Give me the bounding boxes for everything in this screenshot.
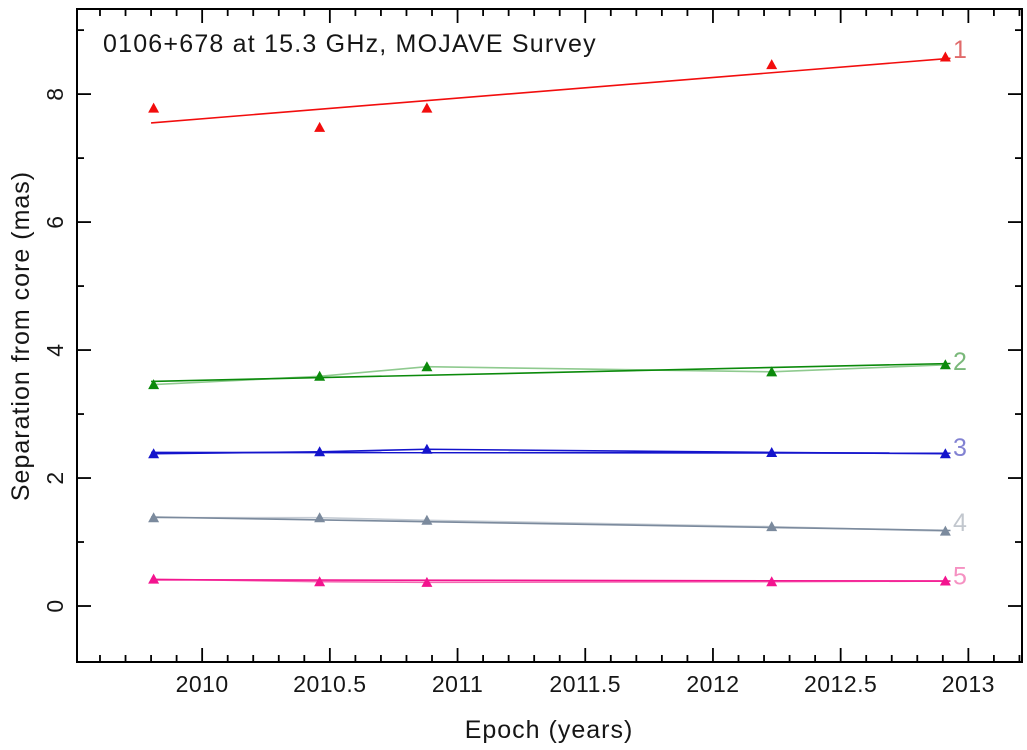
y-axis-label: Separation from core (mas) xyxy=(7,171,35,501)
series-3-fit-line xyxy=(151,451,951,454)
y-tick-label: 8 xyxy=(42,87,68,100)
series-5-marker xyxy=(421,576,433,587)
series-4-fit-line xyxy=(151,516,951,532)
series-2-fit-line xyxy=(151,362,951,383)
series-3-marker xyxy=(421,443,433,454)
series-1-marker xyxy=(314,121,326,132)
series-2-connect-line xyxy=(153,363,946,386)
series-layer: 1 2 3 4 5 xyxy=(148,36,967,591)
y-tick-label: 4 xyxy=(42,343,68,356)
series-4-marker xyxy=(766,521,778,532)
x-tick-label: 2011.5 xyxy=(549,671,621,697)
series-3-marker xyxy=(939,448,951,459)
series-2-label: 2 xyxy=(953,348,967,376)
x-tick-label: 2011 xyxy=(432,671,483,697)
y-tick-label: 2 xyxy=(42,471,68,484)
series-1-marker xyxy=(939,51,951,62)
series-4-marker xyxy=(314,512,326,523)
series-5-label: 5 xyxy=(953,563,967,591)
y-tick-label: 0 xyxy=(42,599,68,612)
series-2-marker xyxy=(939,359,951,370)
x-tick-label: 2012 xyxy=(686,671,739,697)
series-3-marker xyxy=(766,446,778,457)
series-1-label: 1 xyxy=(953,36,967,64)
series-2-marker xyxy=(148,379,160,390)
series-5-fit-line xyxy=(151,578,951,582)
series-1-marker xyxy=(421,102,433,113)
series-1-fit-line xyxy=(151,57,951,124)
series-4-marker xyxy=(148,512,160,523)
series-5-marker xyxy=(766,576,778,587)
series-5-marker xyxy=(939,575,951,586)
x-tick-label: 2012.5 xyxy=(804,671,877,697)
series-2-marker xyxy=(314,370,326,381)
axes-layer: 2010 2010.5 2011 2011.5 2012 2012.5 2013 0 2 4 6 8 xyxy=(42,8,1023,697)
x-tick-label: 2013 xyxy=(942,671,995,697)
series-4-marker xyxy=(421,514,433,525)
series-4-label: 4 xyxy=(953,509,967,537)
x-tick-label: 2010.5 xyxy=(293,671,366,697)
x-tick-label: 2010 xyxy=(176,671,229,697)
series-3-marker xyxy=(314,446,326,457)
series-5-marker xyxy=(314,576,326,587)
x-axis-label: Epoch (years) xyxy=(465,716,634,744)
series-2-marker xyxy=(766,366,778,377)
series-1-marker xyxy=(148,102,160,113)
plot-frame xyxy=(76,8,1023,663)
series-2-marker xyxy=(421,361,433,372)
series-3-label: 3 xyxy=(953,434,967,462)
series-1-marker xyxy=(766,59,778,70)
y-tick-label: 6 xyxy=(42,215,68,228)
series-5-marker xyxy=(148,573,160,584)
series-3-marker xyxy=(148,448,160,459)
series-4-marker xyxy=(939,525,951,536)
chart-title: 0106+678 at 15.3 GHz, MOJAVE Survey xyxy=(103,30,597,58)
